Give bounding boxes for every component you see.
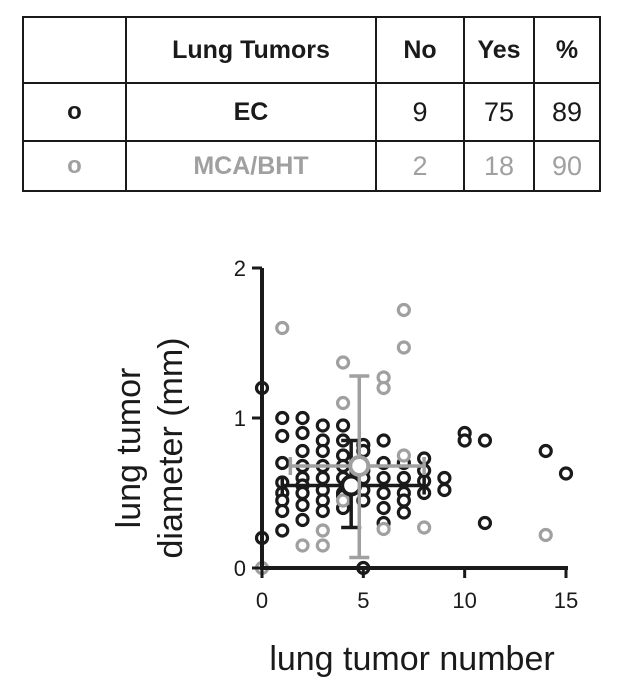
data-point: [275, 503, 290, 519]
data-point: [335, 355, 351, 370]
data-point: [295, 497, 310, 513]
y-axis-title-line-1: lung tumor: [110, 368, 148, 529]
row-percent: 90: [533, 140, 601, 192]
data-point: [315, 470, 330, 486]
data-point: [376, 485, 391, 501]
data-point: [295, 443, 310, 459]
row-percent: 89: [533, 82, 601, 142]
y-tick-label: 0: [234, 556, 246, 581]
data-point: [275, 428, 290, 444]
data-point: [295, 538, 310, 553]
data-point: [396, 470, 411, 486]
data-point: [376, 521, 391, 537]
data-point: [315, 443, 330, 459]
data-point: [275, 410, 290, 426]
header-percent: %: [533, 16, 601, 84]
data-point: [396, 302, 411, 318]
data-point: [376, 500, 391, 516]
x-tick-label: 15: [554, 588, 578, 613]
data-point: [335, 418, 351, 433]
row-name: EC: [125, 82, 377, 142]
row-no: 9: [375, 82, 465, 142]
data-point: [396, 448, 411, 463]
data-point: [538, 527, 553, 543]
row-marker: o: [22, 82, 127, 142]
data-point: [376, 433, 391, 448]
data-point: [457, 433, 472, 448]
table-row-ec: o EC 9 75 89: [22, 82, 601, 142]
x-tick-label: 5: [357, 588, 369, 613]
data-point: [376, 470, 391, 486]
data-point: [335, 493, 351, 508]
data-point: [275, 455, 290, 471]
chart-marks: [254, 302, 574, 576]
data-point: [396, 505, 411, 520]
data-point: [335, 395, 351, 411]
row-yes: 18: [463, 140, 535, 192]
data-point: [295, 512, 310, 528]
x-tick-label: 10: [452, 588, 476, 613]
x-tick-label: 0: [256, 588, 268, 613]
x-axis-title: lung tumor number: [269, 640, 554, 678]
header-marker: [22, 16, 127, 84]
data-point: [275, 320, 290, 336]
row-name: MCA/BHT: [125, 140, 377, 192]
row-no: 2: [375, 140, 465, 192]
data-point: [396, 493, 411, 508]
header-lung-tumors: Lung Tumors: [125, 16, 377, 84]
y-axis-title-line-2: diameter (mm): [152, 337, 190, 558]
data-point: [477, 433, 493, 448]
data-point: [558, 466, 574, 481]
header-yes: Yes: [463, 16, 535, 84]
table-row-mca-bht: o MCA/BHT 2 18 90: [22, 140, 601, 192]
y-tick-label: 1: [234, 406, 246, 431]
row-marker: o: [22, 140, 127, 192]
mean-point: [348, 455, 371, 477]
data-point: [538, 443, 553, 459]
data-point: [396, 340, 411, 355]
data-point: [315, 503, 330, 519]
data-point: [295, 410, 310, 426]
data-point: [376, 380, 391, 396]
data-point: [477, 515, 493, 531]
y-tick-label: 2: [234, 256, 246, 281]
table-header-row: Lung Tumors No Yes %: [22, 16, 601, 84]
data-point: [275, 523, 290, 538]
tumor-table: Lung Tumors No Yes % o EC 9 75 89 o MCA/…: [22, 16, 601, 192]
data-point: [315, 418, 330, 433]
data-point: [437, 470, 452, 486]
row-yes: 75: [463, 82, 535, 142]
mean-point: [340, 474, 363, 497]
header-no: No: [375, 16, 465, 84]
data-point: [295, 425, 310, 441]
data-point: [315, 538, 330, 553]
data-point: [295, 485, 310, 501]
data-point: [417, 520, 432, 535]
data-point: [437, 482, 452, 498]
axis-ticks: 0 5 10 15 0 1 2: [234, 256, 578, 613]
data-point: [315, 523, 330, 538]
